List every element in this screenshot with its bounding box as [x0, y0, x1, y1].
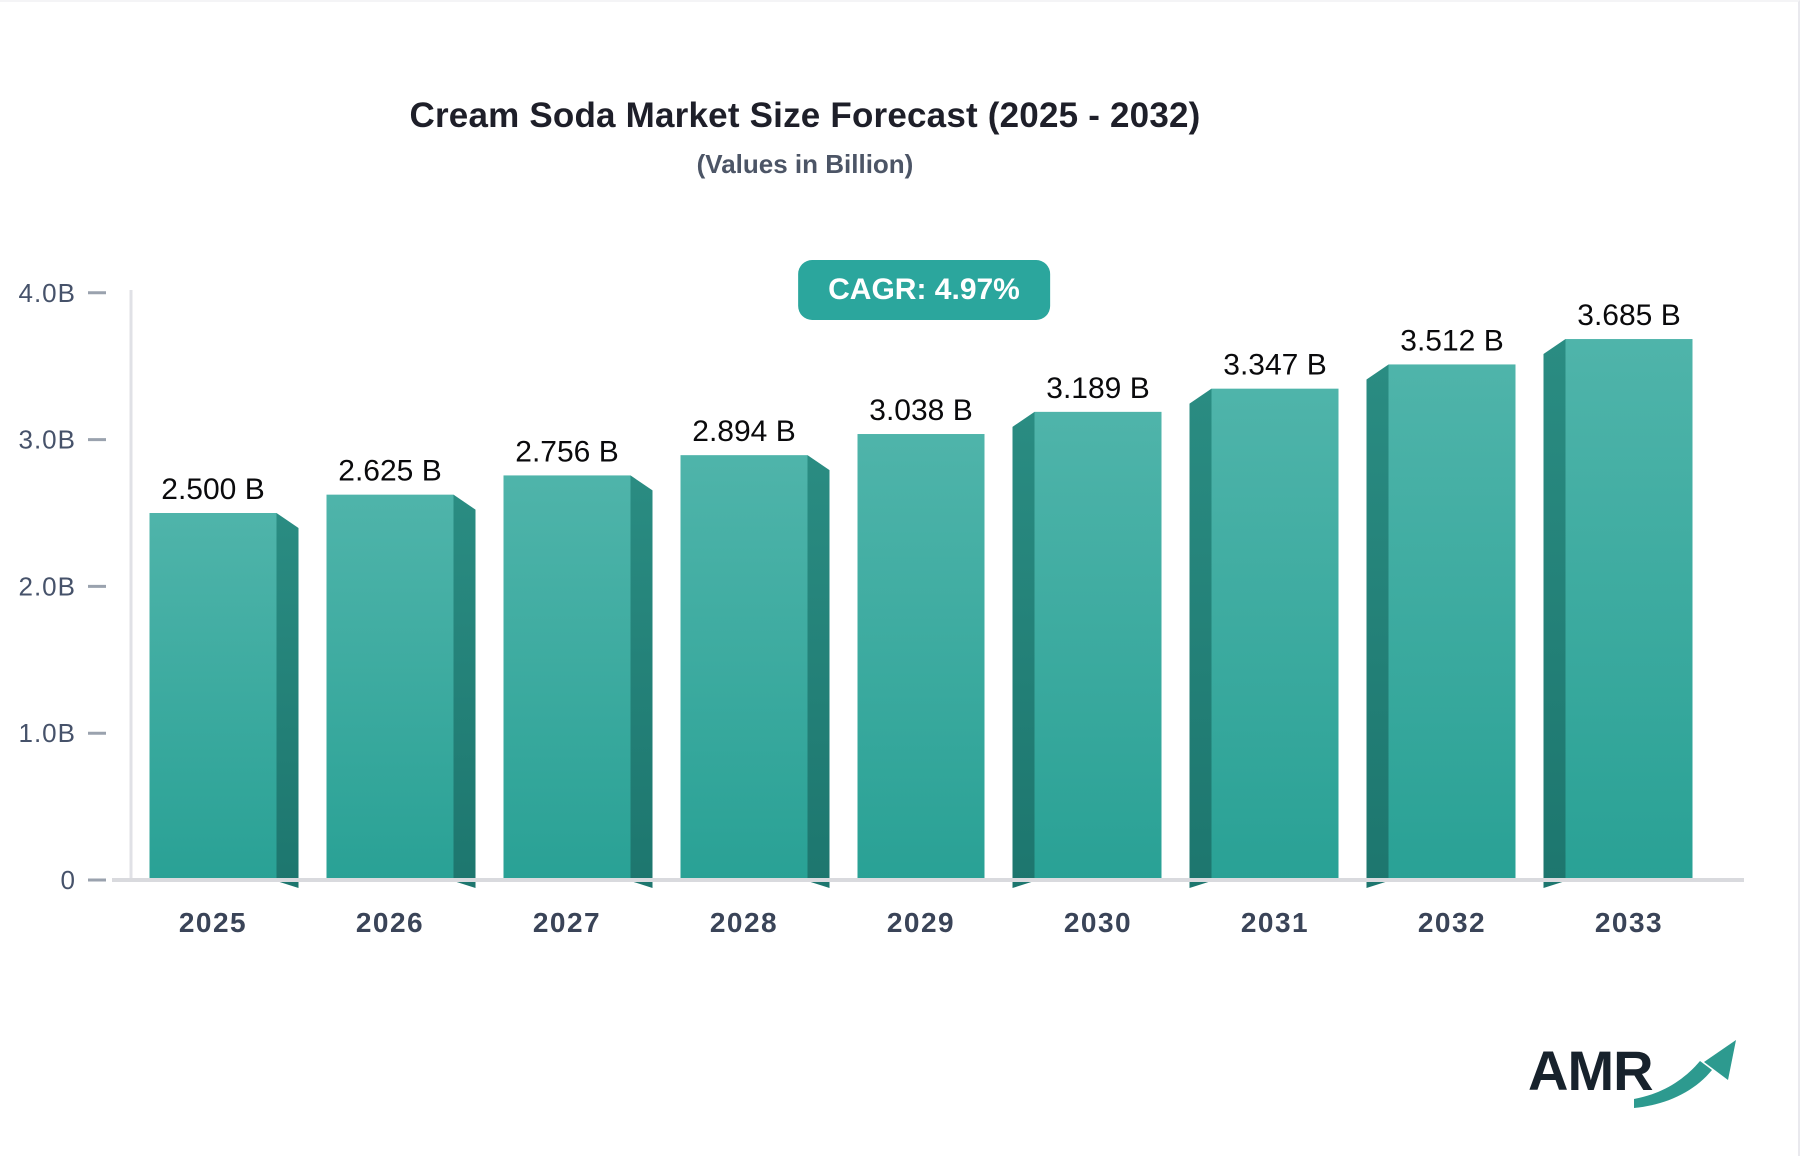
bar	[503, 475, 631, 882]
y-axis-tick-label: 1.0B	[19, 718, 77, 748]
bar-side-face	[453, 494, 476, 888]
x-axis-label: 2031	[1241, 907, 1309, 938]
x-axis-label: 2032	[1418, 907, 1486, 938]
x-axis-label: 2026	[356, 907, 424, 938]
bar-value-label: 3.189 B	[1046, 372, 1149, 405]
bar-value-label: 3.685 B	[1577, 299, 1680, 332]
bar	[149, 513, 277, 882]
x-axis-label: 2027	[533, 907, 601, 938]
bar-side-face	[630, 475, 653, 888]
bar-side-face	[1543, 339, 1566, 888]
bar-side-face	[807, 455, 830, 888]
cagr-badge: CAGR: 4.97%	[798, 260, 1050, 320]
amr-logo-text: AMR	[1528, 1039, 1654, 1102]
bar	[680, 455, 808, 882]
bar-value-label: 3.347 B	[1223, 349, 1326, 382]
bar-side-face	[276, 513, 299, 888]
bar	[1388, 364, 1516, 883]
y-axis-tick-label: 4.0B	[19, 278, 77, 308]
bar	[1211, 388, 1339, 882]
bar-value-label: 2.625 B	[338, 455, 441, 488]
bar	[326, 494, 454, 882]
y-axis-tick-label: 3.0B	[19, 425, 77, 455]
y-axis-tick-label: 0	[61, 865, 76, 895]
x-axis-label: 2025	[179, 907, 247, 938]
bar-side-face	[1366, 364, 1389, 889]
bar-value-label: 3.038 B	[869, 394, 972, 427]
x-axis-label: 2030	[1064, 907, 1132, 938]
x-axis-label: 2033	[1595, 907, 1663, 938]
amr-logo: AMR	[1528, 1032, 1738, 1122]
bar	[857, 434, 985, 882]
bar	[1034, 411, 1162, 882]
bar-value-label: 3.512 B	[1400, 324, 1503, 357]
growth-arrow-icon	[1634, 1040, 1736, 1108]
bar	[1565, 339, 1693, 882]
page-title: Cream Soda Market Size Forecast (2025 - …	[409, 96, 1201, 135]
cagr-badge-label: CAGR: 4.97%	[828, 273, 1020, 306]
page-subtitle: (Values in Billion)	[696, 149, 914, 179]
bar-side-face	[1012, 411, 1035, 888]
bar-side-face	[1189, 388, 1212, 888]
x-axis-label: 2028	[710, 907, 778, 938]
bar-value-label: 2.500 B	[161, 473, 264, 506]
bar-value-label: 2.756 B	[515, 435, 618, 468]
x-axis-label: 2029	[887, 907, 955, 938]
y-axis-tick-label: 2.0B	[19, 571, 77, 601]
bar-value-label: 2.894 B	[692, 415, 795, 448]
